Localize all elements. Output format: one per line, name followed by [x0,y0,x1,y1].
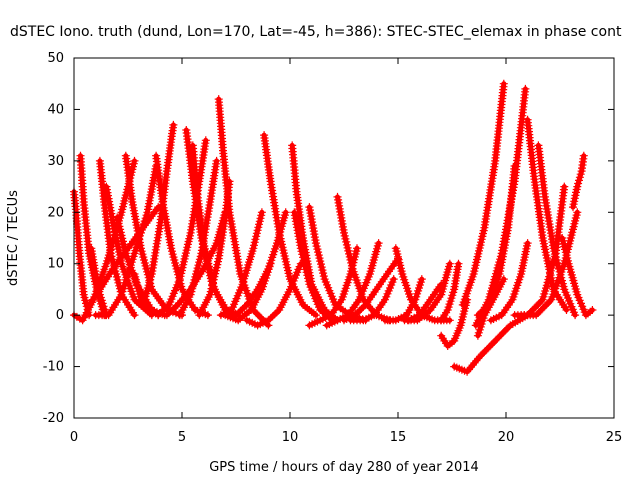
x-tick-label: 15 [390,430,407,445]
x-axis: 0 5 10 15 20 25 [70,58,622,445]
data-point [154,203,163,212]
data-point [579,151,588,160]
data-point [311,311,320,320]
data-point [221,311,230,320]
data-point [130,311,139,320]
data-point [437,280,446,289]
data-point [139,300,148,309]
series-19 [216,208,266,320]
data-point [573,208,582,217]
data-point [130,156,139,165]
series-48 [232,208,290,320]
data-point [322,321,331,330]
x-tick-label: 10 [282,430,299,445]
series-44 [558,234,597,320]
series-49 [340,254,402,325]
plot-marks [70,79,597,376]
x-tick-label: 20 [498,430,515,445]
y-tick-label: 30 [47,154,64,169]
data-point [394,254,402,263]
y-tick-label: 40 [47,102,64,117]
y-axis-label: dSTEC / TECUs [6,190,21,286]
series-14 [154,136,210,320]
series-34 [437,259,463,325]
series-39 [486,239,532,325]
plot-frame [73,57,615,419]
series-24 [242,259,305,330]
y-tick-label: -10 [43,360,64,375]
series-40 [523,115,571,314]
data-point [221,208,230,217]
x-tick-label: 5 [178,430,186,445]
data-point [381,316,389,325]
series-50 [404,280,446,325]
data-point [175,311,184,320]
data-point [560,182,569,191]
series-38 [473,162,519,320]
series-29 [346,275,398,325]
y-tick-label: 50 [47,51,64,66]
series-47 [162,208,230,320]
data-point [305,321,314,330]
series-27 [322,239,383,330]
data-point [588,306,597,314]
x-tick-label: 25 [606,430,623,445]
data-point [154,311,163,320]
data-point [571,311,580,320]
series-26 [305,244,361,330]
data-point [486,316,495,325]
y-tick-label: 0 [56,308,64,323]
x-axis-label: GPS time / hours of day 280 of year 2014 [209,460,479,475]
chart-title: dSTEC Iono. truth (dund, Lon=170, Lat=-4… [10,24,622,40]
series-11 [139,120,178,309]
x-tick-label: 0 [70,430,78,445]
series-33 [450,311,532,376]
data-point [445,316,454,325]
series-45 [569,151,588,212]
series-36 [458,79,508,309]
data-point [473,311,482,320]
y-tick-label: -20 [43,411,64,426]
data-point [242,316,251,325]
data-point [499,79,508,88]
data-point [195,311,204,320]
series-46 [85,203,163,309]
y-tick-label: 20 [47,205,64,220]
series-16 [214,95,273,330]
data-point [437,316,446,325]
y-axis: -20 -10 0 10 20 30 40 50 [43,51,614,426]
data-point [521,84,530,93]
data-point [281,208,290,217]
series-32 [437,295,472,350]
data-point [203,311,212,320]
series-30 [381,275,426,325]
y-tick-label: 10 [47,257,64,272]
